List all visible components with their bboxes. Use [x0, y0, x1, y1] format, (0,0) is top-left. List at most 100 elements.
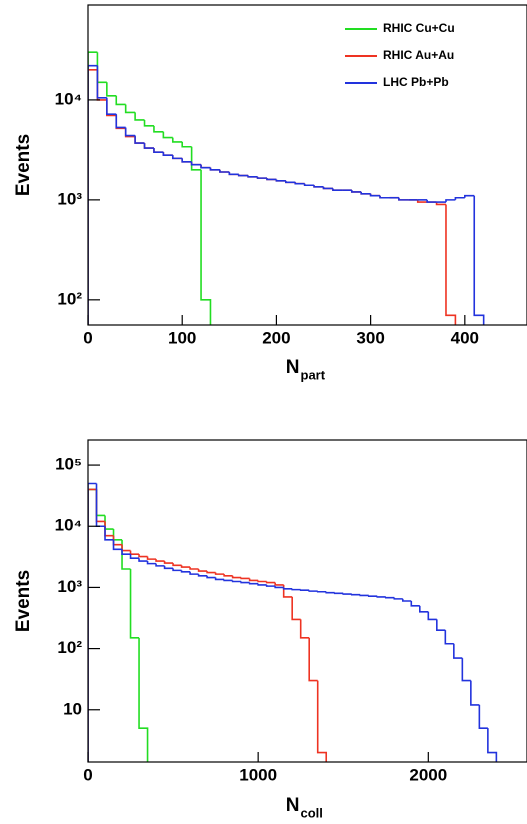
histogram-bin	[104, 515, 114, 530]
x-axis-label-sub: part	[301, 367, 326, 382]
histogram-bin	[436, 619, 446, 631]
histogram-bin	[162, 152, 173, 156]
histogram-bin	[247, 175, 258, 178]
histogram-bin	[282, 584, 293, 598]
y-tick-label: 10³	[57, 189, 82, 208]
histogram-bin	[214, 577, 225, 581]
histogram-bin	[155, 563, 165, 567]
x-tick-label: 1000	[239, 765, 277, 784]
histogram-bin	[401, 598, 412, 602]
histogram-bin	[189, 571, 199, 575]
histogram-bin	[163, 565, 174, 570]
histogram-bin	[106, 99, 117, 117]
histogram	[88, 51, 485, 325]
histogram-bin	[294, 182, 305, 185]
histogram-bin	[274, 586, 284, 589]
histogram-bin	[325, 591, 335, 594]
histogram-bin	[171, 155, 183, 160]
histogram-bin	[143, 143, 154, 149]
histogram-bin	[106, 82, 117, 97]
histogram-bin	[291, 588, 301, 591]
histogram-bin	[231, 575, 242, 579]
histogram-bin	[445, 204, 457, 325]
histogram-bin	[146, 561, 157, 565]
histogram-bin	[473, 195, 485, 325]
legend-label: LHC Pb+Pb	[383, 75, 449, 89]
x-tick-label: 300	[356, 328, 384, 347]
histogram-bin	[367, 595, 378, 597]
x-tick-label: 100	[168, 328, 196, 347]
x-tick-label: 0	[83, 328, 92, 347]
y-tick-label: 10²	[57, 289, 82, 308]
y-axis-label: Events	[13, 134, 34, 196]
histogram-bin	[223, 579, 233, 582]
histogram-bin	[316, 680, 328, 762]
histogram-bin	[88, 482, 97, 762]
histogram-bin	[153, 148, 164, 153]
histogram-bin	[190, 146, 202, 171]
histogram-bin	[88, 64, 98, 325]
histogram-bin	[209, 167, 220, 171]
histogram-bin	[350, 190, 362, 193]
histogram-bin	[155, 559, 165, 562]
histogram-bin	[266, 178, 277, 181]
legend-label: RHIC Au+Au	[383, 48, 454, 62]
histogram-bin	[444, 630, 454, 645]
histogram-bin	[95, 483, 106, 528]
histogram-bin	[171, 137, 183, 143]
histogram-bin	[248, 578, 259, 582]
panel: 10 10² 10³ 10⁴ 10⁵ 0 1000 2000 Events N coll	[13, 439, 527, 820]
histogram-bin	[124, 127, 136, 137]
histogram-bin	[206, 571, 216, 574]
histogram-bin	[200, 169, 212, 325]
histogram-bin	[121, 544, 131, 552]
histogram-bin	[274, 582, 284, 586]
plot-frame	[87, 4, 527, 326]
histogram-bin	[313, 185, 324, 188]
y-axis-label: Events	[13, 570, 34, 632]
histogram-bin	[257, 580, 267, 583]
histogram-bin	[285, 180, 296, 184]
histogram-bin	[138, 637, 149, 762]
histogram-bin	[143, 119, 154, 127]
histogram-bin	[419, 605, 429, 613]
histogram-bin	[291, 596, 301, 621]
histogram-bin	[112, 539, 123, 551]
histogram-bin	[228, 172, 239, 176]
histogram-bin	[88, 488, 97, 762]
histogram	[88, 482, 498, 762]
histogram-bin	[129, 550, 140, 555]
histogram-bin	[275, 179, 286, 182]
panel: 10² 10³ 10⁴ 0 100 200 300 400 Events N part RHIC Cu…	[13, 4, 527, 382]
histogram-bin	[303, 183, 315, 187]
histogram-bin	[129, 569, 140, 639]
x-tick-label: 0	[83, 765, 92, 784]
y-tick-label: 10⁴	[55, 516, 82, 535]
histogram-bin	[426, 199, 437, 203]
histogram-bin	[181, 141, 192, 148]
histogram-bin	[153, 125, 164, 133]
x-tick-label: 400	[451, 328, 479, 347]
histogram-bin	[115, 115, 126, 130]
histogram-bin	[410, 600, 420, 607]
histogram-bin	[121, 549, 131, 555]
histogram-bin	[248, 582, 259, 585]
histogram-bin	[427, 611, 437, 621]
y-tick-label: 10	[63, 699, 82, 718]
histogram-bin	[308, 637, 318, 682]
histogram-bin	[342, 593, 352, 595]
histogram-bin	[138, 558, 148, 562]
histogram-bin	[180, 565, 191, 568]
histogram-bin	[308, 590, 318, 592]
histogram-bin	[88, 51, 98, 325]
x-axis-label-sub: coll	[301, 805, 323, 820]
histogram-bin	[88, 69, 98, 325]
histogram-bin	[478, 704, 488, 729]
histogram-bin	[138, 554, 148, 558]
histogram-bin	[487, 728, 498, 762]
x-tick-label: 200	[262, 328, 290, 347]
histogram-bin	[95, 489, 106, 517]
legend-label: RHIC Cu+Cu	[383, 21, 455, 35]
histogram-bin	[134, 135, 145, 144]
histogram-bin	[219, 169, 230, 173]
